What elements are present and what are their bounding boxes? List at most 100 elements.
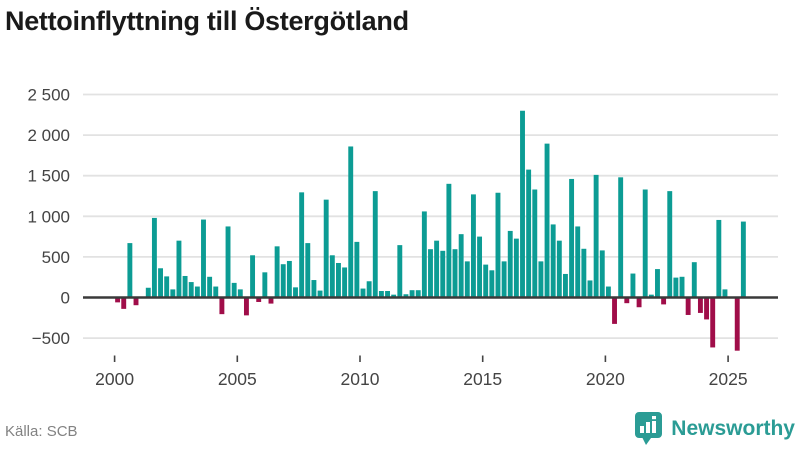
bar	[630, 273, 636, 298]
brand-name: Newsworthy	[671, 416, 795, 440]
bar	[188, 282, 194, 298]
bar-chart-pin-icon	[635, 412, 663, 445]
bar	[115, 297, 121, 303]
bar	[201, 219, 206, 298]
bar	[661, 297, 667, 305]
bar	[587, 280, 593, 298]
bar	[605, 286, 611, 298]
x-tick-label: 2015	[463, 369, 502, 389]
bar	[470, 194, 476, 298]
bar	[329, 255, 335, 298]
bar	[219, 297, 225, 315]
bar	[563, 273, 568, 298]
bar	[740, 221, 746, 298]
bar	[182, 275, 188, 298]
x-tick-label: 2000	[95, 369, 134, 389]
bar	[280, 264, 286, 298]
bar	[403, 294, 409, 298]
bar	[704, 297, 710, 320]
bar	[464, 261, 470, 298]
bar	[544, 143, 550, 298]
bar	[428, 249, 433, 298]
bar	[256, 297, 262, 302]
bar	[452, 249, 458, 298]
bar	[673, 277, 679, 298]
bar	[679, 276, 685, 298]
newsworthy-logo[interactable]: Newsworthy	[634, 411, 795, 446]
bar	[305, 243, 311, 298]
bar	[243, 297, 249, 316]
bar	[550, 224, 556, 298]
bar	[194, 286, 200, 298]
bar	[170, 289, 176, 298]
bar	[526, 169, 532, 298]
bar	[213, 286, 219, 298]
bar	[538, 261, 544, 298]
bar	[421, 211, 427, 298]
y-tick-label: 2 000	[27, 126, 70, 145]
migration-bar-chart: 2 500 2 000 1 500 1 000 500 0 −500 2000 2005 2010…	[27, 86, 778, 389]
x-tick-label: 2005	[218, 369, 257, 389]
bar	[133, 297, 139, 306]
bar	[336, 262, 341, 298]
bar	[348, 146, 354, 298]
bar	[299, 192, 305, 298]
bar	[636, 297, 642, 308]
bar	[501, 261, 507, 298]
bar	[268, 297, 274, 304]
bar	[311, 280, 317, 298]
bar	[372, 191, 378, 298]
bar	[207, 276, 213, 298]
bar	[145, 287, 151, 298]
bar	[434, 240, 440, 298]
y-tick-label: 1 500	[27, 167, 70, 186]
y-tick-label: 2 500	[27, 86, 70, 105]
y-tick-label: 500	[42, 248, 70, 267]
bar	[158, 268, 163, 298]
page-title: Nettoinflyttning till Östergötland	[5, 6, 409, 36]
bar	[716, 219, 722, 298]
bar	[397, 245, 403, 298]
bar	[225, 226, 231, 298]
bar	[360, 288, 366, 298]
x-tick-label: 2025	[709, 369, 748, 389]
bar	[599, 250, 605, 298]
bar	[618, 177, 624, 298]
x-tick-label: 2010	[341, 369, 380, 389]
bar	[385, 291, 390, 298]
bar	[685, 297, 691, 315]
source-note: Källa: SCB	[5, 423, 78, 440]
bar	[734, 297, 740, 351]
bar	[710, 297, 716, 348]
bar	[458, 234, 464, 298]
bar	[121, 297, 127, 309]
bar	[250, 255, 256, 298]
bar	[722, 289, 728, 298]
x-tick-label: 2020	[586, 369, 625, 389]
bar	[127, 243, 133, 298]
bar	[655, 269, 660, 298]
bar	[593, 174, 599, 298]
bar	[274, 246, 280, 298]
bar	[642, 189, 648, 298]
bar	[440, 250, 446, 298]
bar	[391, 294, 397, 298]
bar	[575, 226, 581, 298]
bar	[691, 262, 697, 298]
bar	[624, 297, 630, 304]
bar	[513, 238, 519, 298]
bar	[489, 270, 495, 298]
bar	[495, 192, 501, 298]
bar	[354, 241, 360, 298]
bar	[697, 297, 703, 313]
bar	[483, 264, 489, 298]
bar	[409, 290, 415, 298]
y-tick-label: −500	[32, 329, 70, 348]
bar	[323, 199, 329, 298]
y-tick-label: 0	[61, 289, 70, 308]
bar	[569, 178, 575, 298]
bar	[556, 240, 562, 298]
bar	[293, 287, 298, 298]
bar	[164, 276, 170, 298]
bar	[612, 297, 617, 324]
